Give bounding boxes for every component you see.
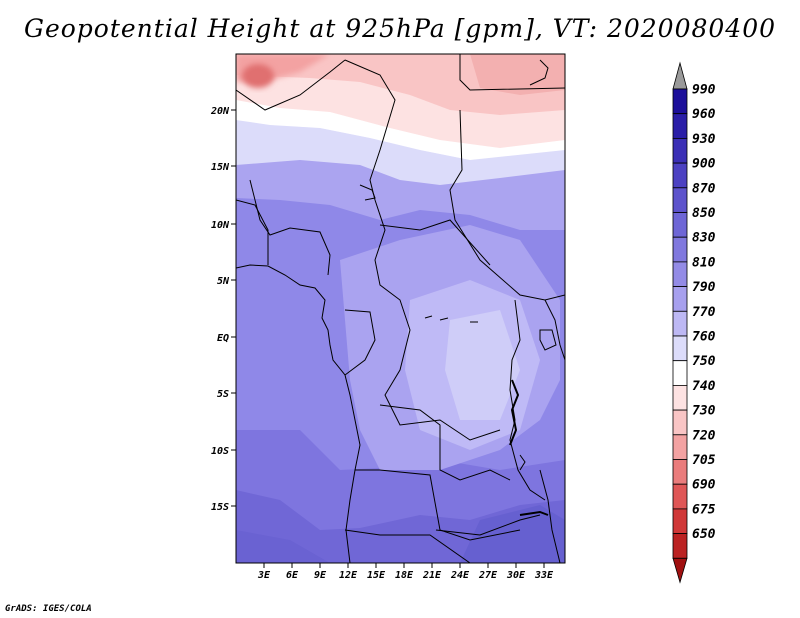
colorbar-segment (672, 286, 688, 312)
lake-chad (359, 184, 376, 201)
colorbar-segment (672, 335, 688, 362)
border-namibia (344, 529, 471, 563)
lon-label: 9E (314, 570, 327, 581)
colorbar-label: 740 (692, 379, 716, 394)
colorbar-label: 690 (692, 478, 716, 493)
colorbar-segment (672, 162, 688, 189)
colorbar-label: 850 (692, 206, 716, 221)
border-niger (344, 59, 396, 201)
colorbar-segment (672, 533, 688, 559)
colorbar-label: 790 (692, 280, 716, 295)
border-benin (236, 199, 269, 265)
colorbar-label: 830 (692, 231, 716, 246)
colorbar-segment (672, 310, 688, 337)
border-central (374, 199, 501, 441)
colorbar-segment (672, 360, 688, 386)
border-zimbabwe (435, 514, 541, 536)
colorbar-bottom-arrow (672, 557, 688, 584)
colorbar-label: 960 (692, 107, 716, 122)
lake-mweru (519, 454, 526, 471)
colorbar-segment (672, 88, 688, 115)
border-angola-drc (379, 404, 511, 481)
field-hot-spot-east (470, 54, 565, 95)
colorbar-label: 750 (692, 354, 716, 369)
field-southeast-corner (460, 505, 565, 563)
map-title: Geopotential Height at 925hPa [gpm], VT:… (23, 14, 777, 43)
lon-label: 33E (534, 570, 554, 581)
border-car (379, 219, 491, 266)
colorbar-label: 870 (692, 181, 716, 196)
colorbar-label: 770 (692, 305, 716, 320)
lon-label: 12E (339, 570, 358, 581)
border-gabon (344, 309, 376, 376)
colorbar-segment (672, 187, 688, 213)
colorbar-segment (672, 261, 688, 287)
lon-label: 6E (286, 570, 299, 581)
border-nigeria (249, 179, 331, 276)
colorbar-segment (672, 434, 688, 460)
border-libya-egypt (459, 54, 565, 91)
lon-label: 15E (367, 570, 386, 581)
colorbar-label: 730 (692, 404, 716, 419)
field-basin-core (445, 310, 520, 420)
field-hot-spot-core (242, 64, 274, 88)
colorbar-segment (672, 459, 688, 485)
river-marks (424, 315, 478, 323)
border-angola-zambia (355, 469, 521, 541)
longitude-axis: 3E 6E 9E 12E 15E 18E 21E 24E 27E 30E 33E (257, 563, 554, 581)
colorbar-label: 705 (692, 453, 716, 468)
lat-label: EQ (217, 333, 229, 344)
lon-label: 18E (395, 570, 414, 581)
colorbar-label: 760 (692, 330, 716, 345)
colorbar-segment (672, 137, 688, 164)
lat-label: 15S (211, 502, 229, 513)
colorbar: 990 960 930 900 870 850 830 810 790 770 760 750 740 7… (672, 61, 716, 584)
colorbar-label: 930 (692, 132, 716, 147)
colorbar-label: 990 (692, 83, 716, 98)
lon-label: 21E (422, 570, 442, 581)
lon-label: 27E (478, 570, 498, 581)
lake-tanganyika (509, 379, 520, 446)
height-field (236, 54, 565, 563)
colorbar-segment (672, 508, 688, 534)
credit-text: GrADS: IGES/COLA (5, 604, 92, 614)
latitude-axis: 20N 15N 10N 5N EQ 5S 10S 15S (210, 106, 236, 513)
colorbar-label: 720 (692, 428, 716, 443)
lon-label: 3E (257, 570, 271, 581)
border-malawi (539, 469, 561, 563)
lat-label: 20N (210, 106, 230, 117)
lake-kariba (519, 510, 549, 516)
border-nw (236, 59, 346, 111)
nile-delta (529, 59, 549, 86)
border-kenya (544, 299, 565, 361)
lat-label: 10N (211, 220, 230, 231)
colorbar-top-arrow (672, 61, 688, 90)
lat-label: 5S (217, 389, 229, 400)
lon-label: 24E (450, 570, 470, 581)
map-frame (235, 53, 566, 564)
colorbar-segment (672, 483, 688, 510)
field-southwest-corner (236, 530, 330, 563)
colorbar-segment (672, 236, 688, 263)
lake-victoria (539, 329, 557, 351)
colorbar-segment (672, 212, 688, 238)
colorbar-label: 900 (692, 157, 716, 172)
lon-label: 30E (506, 570, 526, 581)
colorbar-segment (672, 113, 688, 139)
colorbar-segment (672, 409, 688, 436)
borders (236, 54, 565, 563)
colorbar-label: 675 (692, 502, 716, 517)
lat-label: 10S (211, 446, 229, 457)
lat-label: 15N (211, 162, 230, 173)
lat-label: 5N (217, 276, 230, 287)
colorbar-label: 810 (692, 255, 716, 270)
colorbar-label: 650 (692, 527, 716, 542)
colorbar-segment (672, 384, 688, 411)
